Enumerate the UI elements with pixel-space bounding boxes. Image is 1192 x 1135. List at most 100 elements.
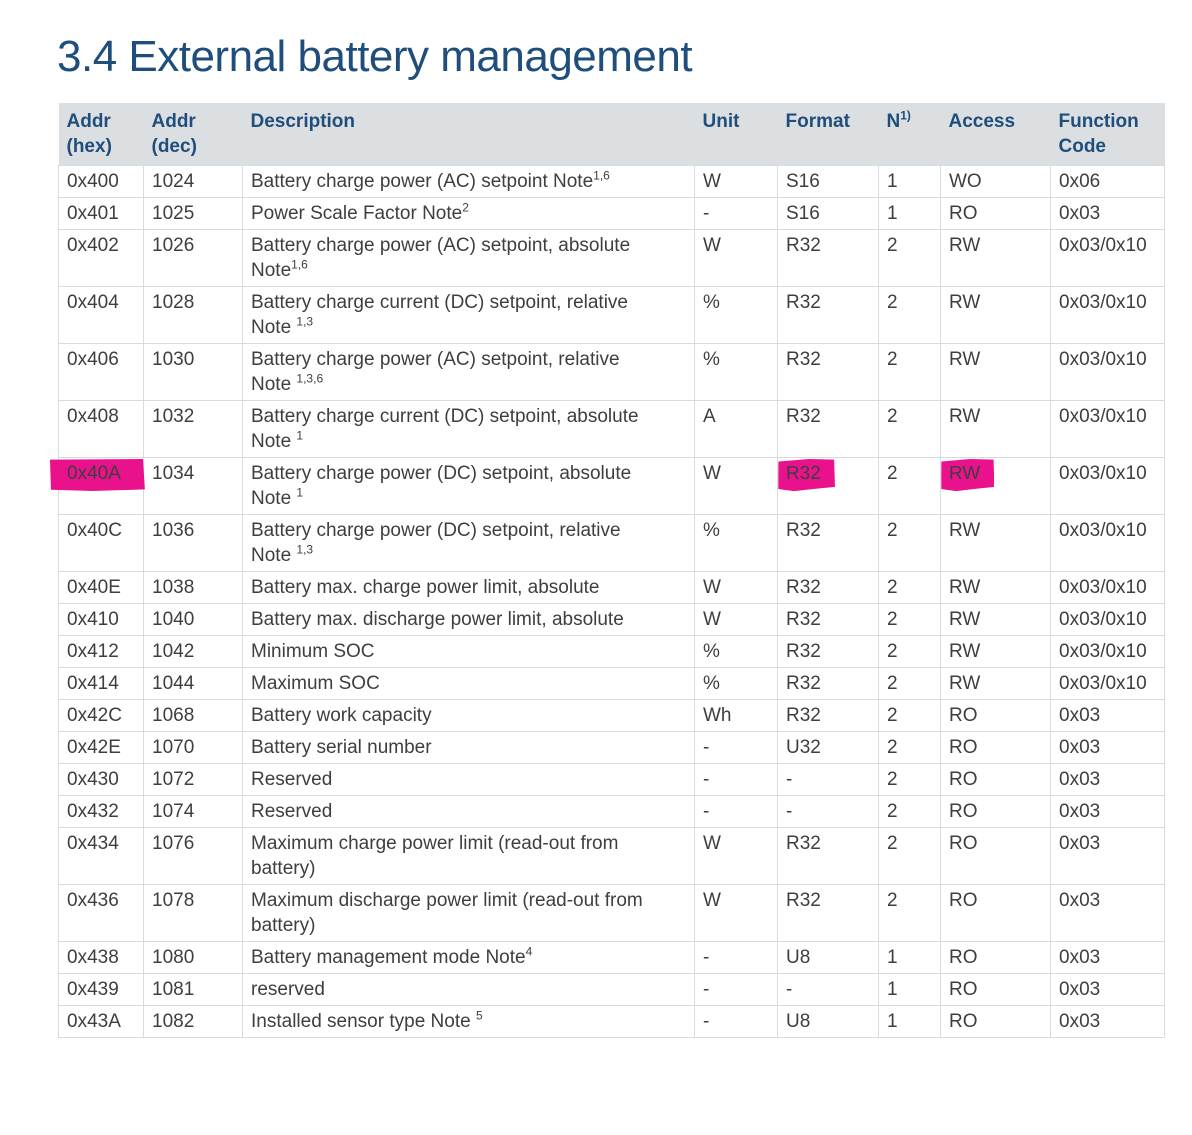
- table-row: 0x439 1081 reserved - -1 RO 0x03: [58, 973, 1165, 1006]
- cell-addr-dec: 1028: [143, 286, 243, 344]
- table-row: 0x434 1076 Maximum charge power limit (rea…: [58, 827, 1165, 885]
- cell-description: Power Scale Factor Note2: [242, 197, 695, 230]
- cell-addr-hex: 0x42E: [58, 731, 144, 764]
- cell-function-code: 0x03: [1050, 795, 1165, 828]
- cell-addr-dec: 1080: [143, 941, 243, 974]
- cell-function-code: 0x03/0x10: [1050, 603, 1165, 636]
- cell-format: R32: [777, 286, 879, 344]
- table-row: 0x400 1024 Battery charge power (AC) setpo…: [58, 165, 1165, 198]
- cell-unit: W: [694, 603, 778, 636]
- cell-function-code: 0x03/0x10: [1050, 667, 1165, 700]
- cell-format: R32: [777, 229, 879, 287]
- cell-addr-dec: 1082: [143, 1005, 243, 1038]
- cell-n: 2: [878, 635, 941, 668]
- cell-access: RO: [940, 763, 1051, 796]
- cell-n: 2: [878, 343, 941, 401]
- cell-access: RW: [940, 667, 1051, 700]
- marker-highlight: 0x40A: [50, 459, 145, 491]
- cell-description: Battery max. discharge power limit, abso…: [242, 603, 695, 636]
- cell-addr-dec: 1042: [143, 635, 243, 668]
- cell-function-code: 0x03/0x10: [1050, 286, 1165, 344]
- table-row: 0x40C 1036 Battery charge power (DC) setpo…: [58, 514, 1165, 572]
- cell-function-code: 0x03: [1050, 763, 1165, 796]
- cell-function-code: 0x03: [1050, 731, 1165, 764]
- cell-format: R32: [777, 827, 879, 885]
- table-row: 0x42C 1068 Battery work capacity Wh R32 2 RO 0x…: [58, 699, 1165, 732]
- cell-description: reserved: [242, 973, 695, 1006]
- cell-access: RW: [940, 571, 1051, 604]
- cell-function-code: 0x03: [1050, 973, 1165, 1006]
- note-superscript: 1,6: [291, 257, 308, 272]
- note-superscript: 1,3: [296, 314, 314, 329]
- cell-addr-dec: 1081: [143, 973, 243, 1006]
- cell-access: RW: [940, 286, 1051, 344]
- cell-addr-dec: 1044: [143, 667, 243, 700]
- cell-format: -: [777, 763, 879, 796]
- cell-unit: W: [694, 457, 778, 515]
- cell-format: U32: [777, 731, 879, 764]
- note-superscript: 1,6: [593, 168, 610, 183]
- cell-function-code: 0x03/0x10: [1050, 343, 1165, 401]
- column-header-format: Format: [777, 103, 879, 166]
- cell-access: RO: [940, 1005, 1051, 1038]
- cell-addr-hex: 0x40C: [58, 514, 144, 572]
- cell-unit: -: [694, 795, 778, 828]
- cell-format: U8: [777, 1005, 879, 1038]
- cell-unit: -: [694, 1005, 778, 1038]
- cell-description: Battery charge power (AC) setpoint Note1…: [242, 165, 695, 198]
- cell-addr-hex: 0x404: [58, 286, 144, 344]
- column-header-addr-dec: Addr (dec): [143, 103, 243, 166]
- cell-addr-hex: 0x402: [58, 229, 144, 287]
- cell-n: 1: [878, 165, 941, 198]
- cell-description: Battery charge power (DC) setpoint, abso…: [242, 457, 695, 515]
- cell-n: 1: [878, 197, 941, 230]
- cell-addr-dec: 1078: [143, 884, 243, 942]
- cell-addr-dec: 1040: [143, 603, 243, 636]
- table-header: Addr (hex) Addr (dec) Description Unit Forma…: [58, 103, 1165, 166]
- header-row: Addr (hex) Addr (dec) Description Unit Forma…: [58, 103, 1165, 166]
- table-row: 0x430 1072 Reserved - -2 RO 0x03: [58, 763, 1165, 796]
- cell-description: Battery charge current (DC) setpoint, re…: [242, 286, 695, 344]
- cell-n: 2: [878, 827, 941, 885]
- cell-format: R32: [777, 603, 879, 636]
- cell-description: Battery charge power (DC) setpoint, rela…: [242, 514, 695, 572]
- cell-addr-hex: 0x439: [58, 973, 144, 1006]
- register-table: Addr (hex) Addr (dec) Description Unit Forma…: [50, 103, 1165, 1038]
- cell-description: Battery management mode Note4: [242, 941, 695, 974]
- cell-format: R32: [777, 667, 879, 700]
- cell-access: RW: [940, 457, 1051, 515]
- cell-addr-hex: 0x414: [58, 667, 144, 700]
- cell-n: 2: [878, 229, 941, 287]
- cell-addr-hex: 0x434: [58, 827, 144, 885]
- cell-n: 2: [878, 571, 941, 604]
- cell-n: 2: [878, 731, 941, 764]
- cell-unit: W: [694, 165, 778, 198]
- column-header-access: Access: [940, 103, 1051, 166]
- note-superscript: 2: [462, 200, 469, 215]
- cell-unit: %: [694, 514, 778, 572]
- cell-unit: W: [694, 884, 778, 942]
- cell-access: RO: [940, 973, 1051, 1006]
- cell-format: U8: [777, 941, 879, 974]
- note-superscript: 4: [525, 944, 533, 959]
- section-title: 3.4 External battery management: [57, 32, 693, 81]
- cell-description: Battery max. charge power limit, absolut…: [242, 571, 695, 604]
- cell-addr-dec: 1076: [143, 827, 243, 885]
- note-superscript: 5: [475, 1008, 483, 1023]
- cell-unit: -: [694, 197, 778, 230]
- cell-addr-dec: 1025: [143, 197, 243, 230]
- cell-access: RW: [940, 635, 1051, 668]
- cell-unit: %: [694, 635, 778, 668]
- cell-function-code: 0x03: [1050, 197, 1165, 230]
- note-superscript: 1): [900, 108, 911, 123]
- cell-function-code: 0x03/0x10: [1050, 571, 1165, 604]
- cell-n: 2: [878, 603, 941, 636]
- cell-addr-dec: 1036: [143, 514, 243, 572]
- cell-format: -: [777, 795, 879, 828]
- cell-unit: -: [694, 941, 778, 974]
- cell-n: 2: [878, 457, 941, 515]
- cell-format: R32: [777, 514, 879, 572]
- column-header-addr-hex: Addr (hex): [58, 103, 144, 166]
- cell-unit: W: [694, 229, 778, 287]
- cell-n: 2: [878, 667, 941, 700]
